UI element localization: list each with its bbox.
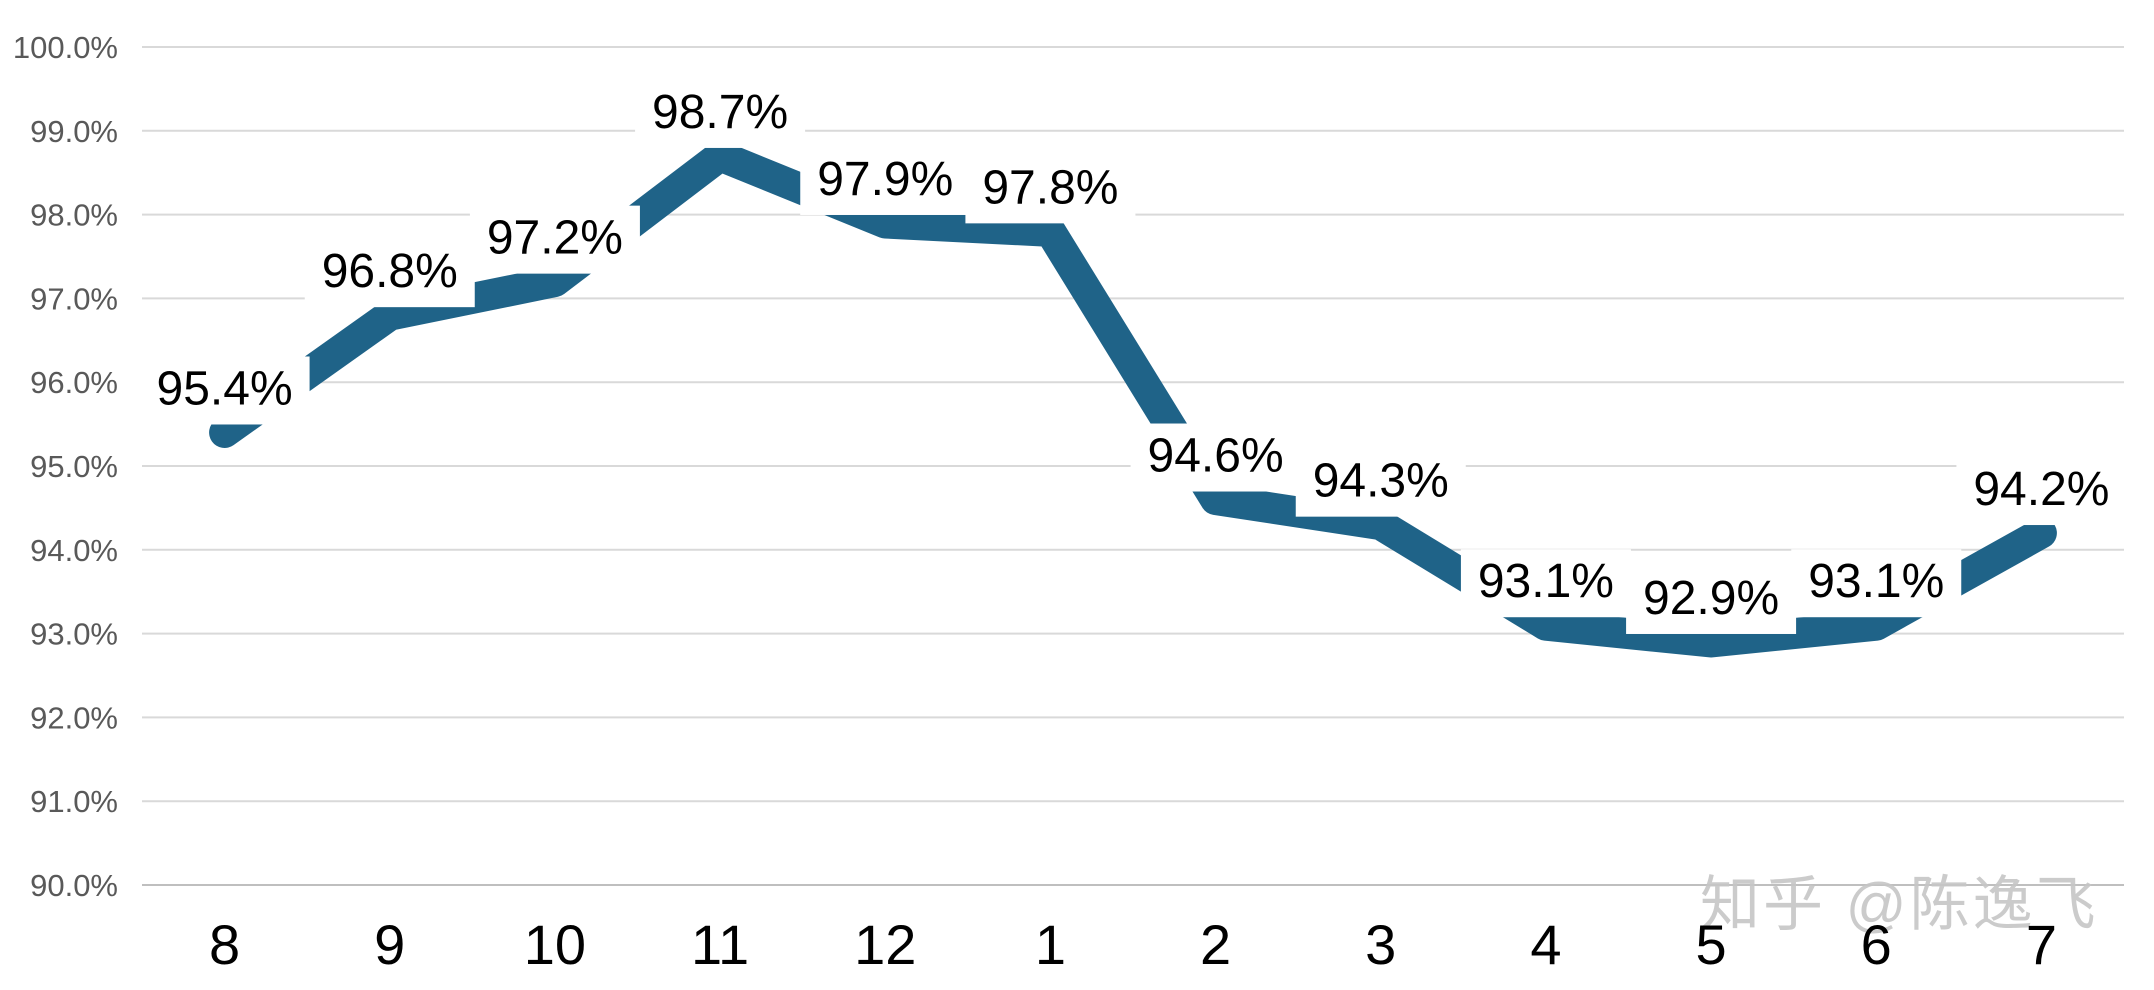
x-tick-label: 10 bbox=[524, 913, 586, 976]
data-label: 95.4% bbox=[157, 362, 293, 415]
x-tick-label: 12 bbox=[854, 913, 916, 976]
y-tick-label: 97.0% bbox=[30, 281, 118, 316]
y-tick-label: 99.0% bbox=[30, 114, 118, 149]
y-tick-label: 100.0% bbox=[13, 30, 118, 65]
x-tick-label: 4 bbox=[1530, 913, 1561, 976]
y-tick-label: 90.0% bbox=[30, 868, 118, 903]
x-tick-label: 2 bbox=[1200, 913, 1231, 976]
x-tick-label: 9 bbox=[374, 913, 405, 976]
y-tick-label: 98.0% bbox=[30, 198, 118, 233]
data-label: 93.1% bbox=[1478, 555, 1614, 608]
y-tick-label: 91.0% bbox=[30, 784, 118, 819]
data-label-bg bbox=[635, 79, 806, 148]
data-label: 94.6% bbox=[1148, 430, 1284, 483]
data-label: 93.1% bbox=[1808, 555, 1944, 608]
data-label-bg bbox=[800, 146, 971, 215]
data-label-bg bbox=[139, 356, 310, 425]
x-tick-label: 1 bbox=[1035, 913, 1066, 976]
data-label-bg bbox=[1460, 549, 1631, 618]
data-label: 92.9% bbox=[1643, 572, 1779, 625]
x-tick-label: 8 bbox=[209, 913, 240, 976]
data-label-bg bbox=[304, 239, 475, 308]
data-label-bg bbox=[469, 205, 640, 274]
watermark: 知乎 @陈逸飞 bbox=[1700, 871, 2099, 938]
data-label-bg bbox=[1130, 423, 1301, 492]
y-tick-label: 95.0% bbox=[30, 449, 118, 484]
x-tick-label: 3 bbox=[1365, 913, 1396, 976]
data-label: 94.3% bbox=[1313, 455, 1449, 508]
y-tick-label: 94.0% bbox=[30, 533, 118, 568]
series-line bbox=[209, 140, 2057, 658]
data-label-bg bbox=[965, 155, 1136, 224]
data-label-bg bbox=[1626, 565, 1797, 634]
x-tick-label: 6 bbox=[1861, 913, 1892, 976]
y-tick-label: 93.0% bbox=[30, 617, 118, 652]
y-tick-label: 92.0% bbox=[30, 700, 118, 735]
data-label: 98.7% bbox=[652, 86, 788, 139]
data-label-bg bbox=[1791, 549, 1962, 618]
data-label: 94.2% bbox=[1973, 463, 2109, 516]
data-label: 97.2% bbox=[487, 212, 623, 265]
x-tick-label: 5 bbox=[1696, 913, 1727, 976]
data-label: 97.9% bbox=[817, 153, 953, 206]
x-tick-label: 11 bbox=[691, 913, 749, 976]
x-tick-label: 7 bbox=[2026, 913, 2057, 976]
y-tick-label: 96.0% bbox=[30, 365, 118, 400]
data-label: 96.8% bbox=[322, 245, 458, 298]
data-label-bg bbox=[1295, 448, 1466, 517]
data-label-bg bbox=[1956, 457, 2127, 526]
data-label: 97.8% bbox=[982, 161, 1118, 214]
